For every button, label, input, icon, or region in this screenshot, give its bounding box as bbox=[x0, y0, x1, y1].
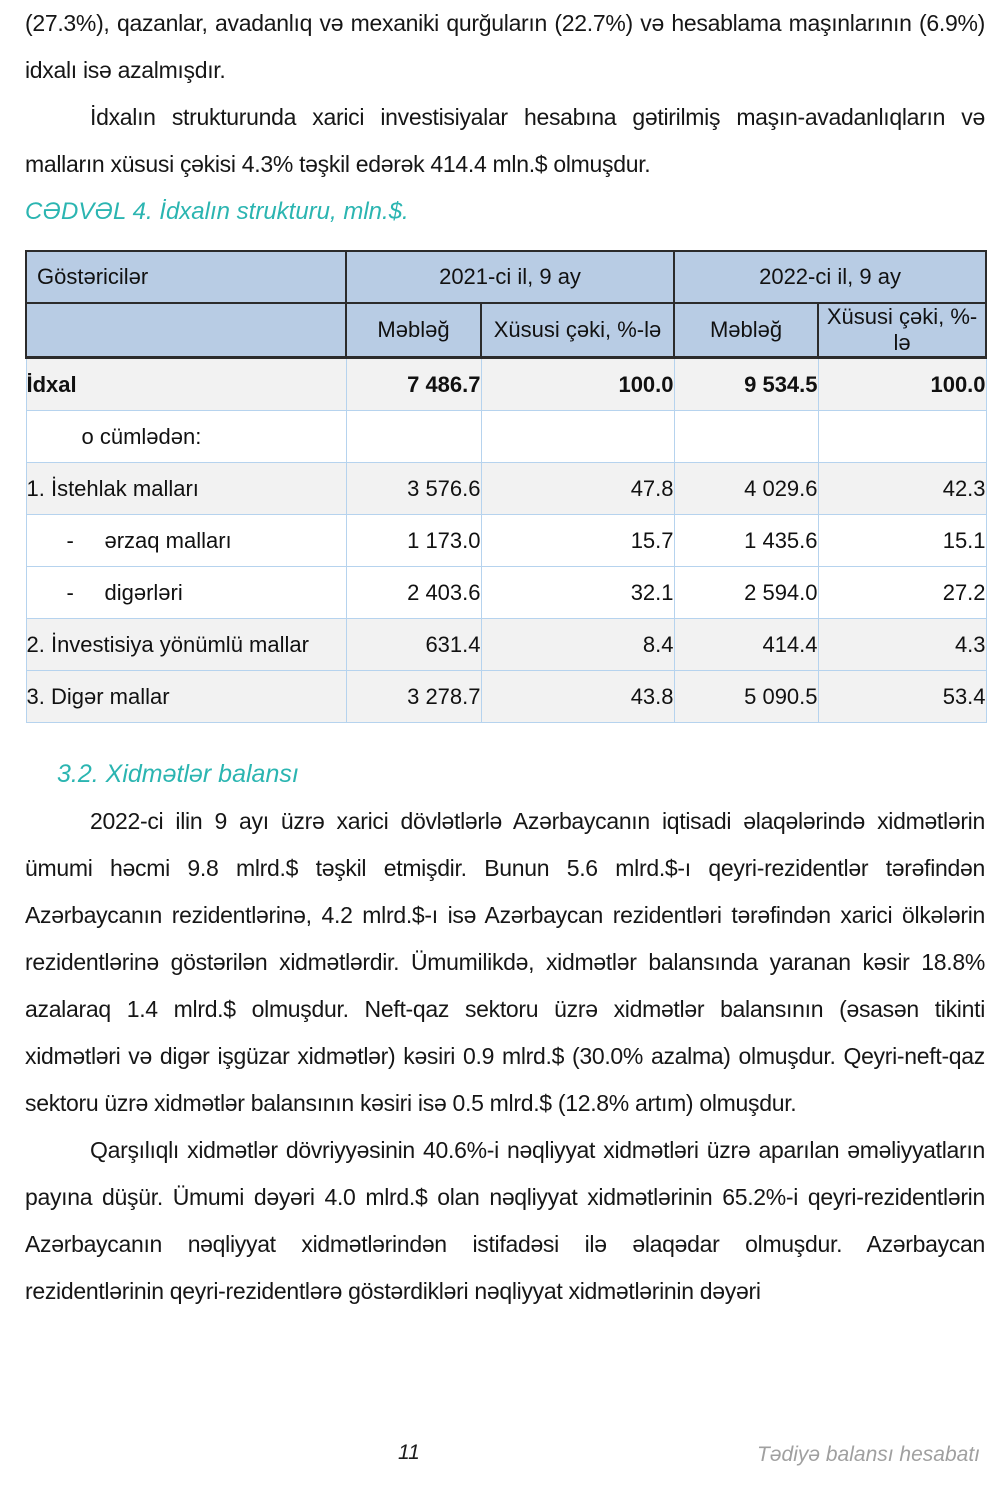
row-label: 2. İnvestisiya yönümlü mallar bbox=[25, 618, 347, 671]
cell-value: 1 173.0 bbox=[345, 514, 482, 567]
cell-value: 42.3 bbox=[817, 462, 987, 515]
cell-value: 53.4 bbox=[817, 670, 987, 723]
header-empty bbox=[25, 302, 347, 359]
cell-value bbox=[817, 410, 987, 463]
cell-value: 100.0 bbox=[817, 357, 987, 411]
cell-value: 1 435.6 bbox=[673, 514, 819, 567]
row-label: 3. Digər mallar bbox=[25, 670, 347, 723]
cell-value: 3 576.6 bbox=[345, 462, 482, 515]
cell-value bbox=[673, 410, 819, 463]
cell-value bbox=[345, 410, 482, 463]
section-heading-services: 3.2. Xidmətlər balansı bbox=[57, 760, 299, 788]
paragraph-services: 2022-ci ilin 9 ayı üzrə xarici dövlətlər… bbox=[25, 808, 985, 1116]
header-share-2021: Xüsusi çəki, %-lə bbox=[479, 302, 676, 359]
cell-value: 631.4 bbox=[345, 618, 482, 671]
cell-value: 5 090.5 bbox=[673, 670, 819, 723]
table-caption: CƏDVƏL 4. İdxalın strukturu, mln.$. bbox=[25, 198, 409, 225]
row-label: 1. İstehlak malları bbox=[25, 462, 347, 515]
table-row-investisiya: 2. İnvestisiya yönümlü mallar 631.4 8.4 … bbox=[25, 618, 987, 671]
table-row-ocumleden: o cümlədən: bbox=[25, 410, 987, 463]
cell-value: 2 594.0 bbox=[673, 566, 819, 619]
page-footer: 11 Tədiyə balansı hesabatı bbox=[0, 1441, 1000, 1488]
cell-value: 32.1 bbox=[480, 566, 675, 619]
dash-bullet: - bbox=[66, 579, 74, 605]
table-row-erzaq: - ərzaq malları 1 173.0 15.7 1 435.6 15.1 bbox=[25, 514, 987, 567]
cell-value: 9 534.5 bbox=[673, 357, 819, 411]
row-label: - digərləri bbox=[25, 566, 347, 619]
imports-structure-table: Göstəricilər 2021-ci il, 9 ay 2022-ci il… bbox=[25, 250, 988, 723]
header-group-2021: 2021-ci il, 9 ay bbox=[344, 250, 676, 304]
footer-report-title: Tədiyə balansı hesabatı bbox=[757, 1443, 980, 1466]
table-row-istehlak: 1. İstehlak malları 3 576.6 47.8 4 029.6… bbox=[25, 462, 987, 515]
cell-value: 15.1 bbox=[817, 514, 987, 567]
table-row-digerleri: - digərləri 2 403.6 32.1 2 594.0 27.2 bbox=[25, 566, 987, 619]
cell-value: 8.4 bbox=[480, 618, 675, 671]
cell-value bbox=[480, 410, 675, 463]
row-label: - ərzaq malları bbox=[25, 514, 347, 567]
dash-bullet: - bbox=[66, 527, 74, 553]
table-row-idxal: İdxal 7 486.7 100.0 9 534.5 100.0 bbox=[25, 357, 987, 411]
paragraph-continuation: (27.3%), qazanlar, avadanlıq və mexaniki… bbox=[25, 10, 985, 83]
header-group-2022: 2022-ci il, 9 ay bbox=[673, 250, 988, 304]
cell-value: 2 403.6 bbox=[345, 566, 482, 619]
paragraph-transport: Qarşılıqlı xidmətlər dövriyyəsinin 40.6%… bbox=[25, 1137, 985, 1304]
header-amount-2021: Məbləğ bbox=[345, 302, 482, 359]
cell-value: 7 486.7 bbox=[345, 357, 482, 411]
table-header-row-sub: Məbləğ Xüsusi çəki, %-lə Məbləğ Xüsusi ç… bbox=[25, 302, 988, 359]
cell-value: 27.2 bbox=[817, 566, 987, 619]
row-label-text: ərzaq malları bbox=[104, 527, 232, 553]
cell-value: 100.0 bbox=[480, 357, 675, 411]
cell-value: 414.4 bbox=[673, 618, 819, 671]
paragraph-imports: İdxalın strukturunda xarici investisiyal… bbox=[25, 104, 985, 177]
row-label-text: digərləri bbox=[104, 579, 183, 605]
table-row-diger-mallar: 3. Digər mallar 3 278.7 43.8 5 090.5 53.… bbox=[25, 670, 987, 723]
cell-value: 47.8 bbox=[480, 462, 675, 515]
cell-value: 4 029.6 bbox=[673, 462, 819, 515]
cell-value: 3 278.7 bbox=[345, 670, 482, 723]
cell-value: 4.3 bbox=[817, 618, 987, 671]
page-number: 11 bbox=[398, 1441, 420, 1464]
header-indicators: Göstəricilər bbox=[25, 250, 347, 304]
cell-value: 43.8 bbox=[480, 670, 675, 723]
table-header-row-groups: Göstəricilər 2021-ci il, 9 ay 2022-ci il… bbox=[25, 250, 988, 304]
row-label: İdxal bbox=[25, 357, 347, 411]
header-amount-2022: Məbləğ bbox=[673, 302, 820, 359]
cell-value: 15.7 bbox=[480, 514, 675, 567]
row-label: o cümlədən: bbox=[25, 410, 347, 463]
header-share-2022: Xüsusi çəki, %-lə bbox=[817, 302, 988, 359]
